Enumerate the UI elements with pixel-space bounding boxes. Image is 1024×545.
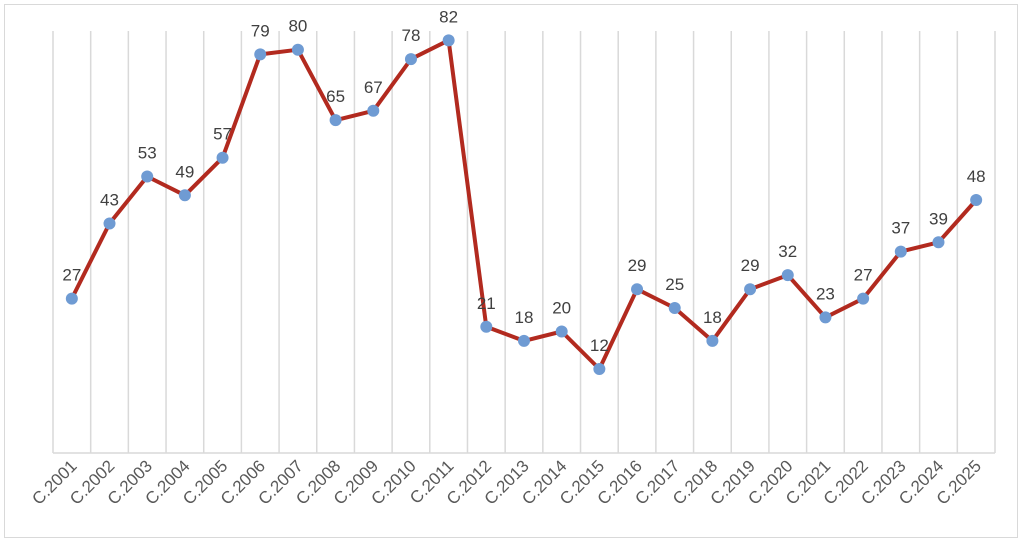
chart-frame: 27 43 53 49 57 79 80 65 67 78 82 21 18 20 12 29 25 18 29 32… [4, 4, 1018, 538]
data-point-C.2012 [480, 320, 493, 333]
data-point-C.2021 [819, 311, 832, 324]
data-label-C.2003: 53 [138, 144, 157, 163]
data-point-C.2023 [894, 245, 907, 258]
data-point-C.2015 [593, 363, 606, 376]
data-point-C.2006 [254, 48, 267, 61]
data-label-C.2024: 39 [929, 209, 948, 228]
data-point-C.2001 [65, 292, 78, 305]
x-tick-labels: C.2001C.2002C.2003C.2004C.2005C.2006C.20… [28, 456, 985, 508]
data-labels: 27 43 53 49 57 79 80 65 67 78 82 21 18 20 12 29 25 18 29 32… [62, 7, 985, 355]
data-label-C.2011: 82 [439, 7, 458, 26]
data-label-C.2021: 23 [816, 284, 835, 303]
data-point-C.2011 [442, 34, 455, 47]
data-label-C.2002: 43 [100, 190, 119, 209]
data-point-C.2009 [367, 104, 380, 117]
data-point-C.2024 [932, 236, 945, 249]
data-label-C.2010: 78 [401, 26, 420, 45]
data-label-C.2017: 25 [665, 275, 684, 294]
data-label-C.2018: 18 [703, 308, 722, 327]
data-point-C.2002 [103, 217, 116, 230]
data-label-C.2015: 12 [590, 336, 609, 355]
data-label-C.2016: 29 [628, 256, 647, 275]
data-point-C.2008 [329, 114, 342, 127]
data-label-C.2005: 57 [213, 125, 232, 144]
data-label-C.2007: 80 [288, 17, 307, 36]
data-label-C.2004: 49 [175, 162, 194, 181]
data-point-C.2018 [706, 334, 719, 347]
data-point-C.2022 [857, 292, 870, 305]
line-chart: 27 43 53 49 57 79 80 65 67 78 82 21 18 20 12 29 25 18 29 32… [28, 7, 996, 509]
data-label-C.2023: 37 [891, 219, 910, 238]
data-label-C.2008: 65 [326, 87, 345, 106]
data-label-C.2001: 27 [62, 266, 81, 285]
data-point-C.2005 [216, 151, 229, 164]
data-point-C.2007 [291, 43, 304, 56]
data-point-C.2019 [744, 283, 757, 296]
data-point-C.2020 [781, 269, 794, 282]
data-point-C.2025 [970, 193, 983, 206]
data-point-C.2004 [178, 189, 191, 202]
data-label-C.2006: 79 [251, 21, 270, 40]
data-label-C.2025: 48 [967, 167, 986, 186]
markers [65, 34, 983, 376]
data-label-C.2019: 29 [741, 256, 760, 275]
data-label-C.2020: 32 [778, 242, 797, 261]
data-label-C.2022: 27 [854, 266, 873, 285]
data-point-C.2013 [518, 334, 530, 347]
data-point-C.2014 [555, 325, 568, 338]
gridlines [52, 31, 996, 453]
data-label-C.2009: 67 [364, 78, 383, 97]
data-label-C.2012: 21 [477, 294, 496, 313]
data-point-C.2003 [141, 170, 154, 183]
data-point-C.2017 [668, 302, 681, 314]
data-point-C.2016 [631, 283, 644, 296]
data-label-C.2013: 18 [515, 308, 534, 327]
data-label-C.2014: 20 [552, 298, 571, 317]
data-point-C.2010 [404, 53, 417, 66]
